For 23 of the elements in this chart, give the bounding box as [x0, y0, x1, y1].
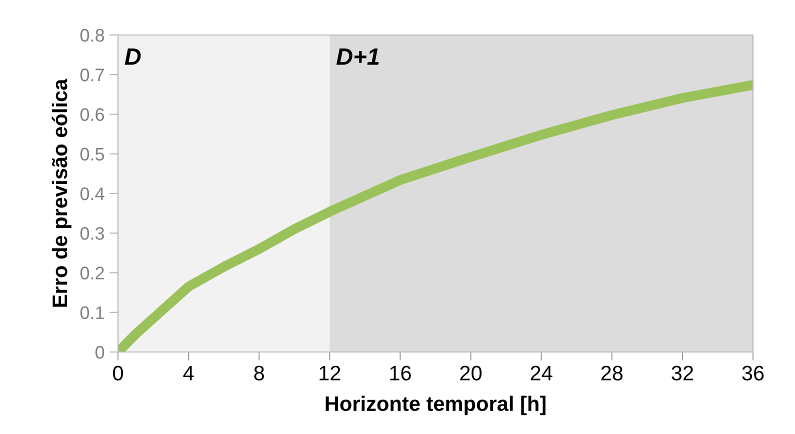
x-tick-label: 28 [601, 366, 623, 380]
y-tick-label: 0 [95, 346, 104, 359]
y-tick-label: 0.8 [80, 28, 104, 42]
x-tick-label: 0 [113, 366, 123, 380]
y-tick-label: 0.2 [80, 266, 104, 280]
y-axis-title: Erro de previsão eólica [52, 78, 72, 307]
y-tick-label: 0.3 [80, 227, 104, 240]
x-tick-label: 16 [390, 366, 411, 380]
x-tick-label: 36 [742, 366, 764, 380]
x-tick-label: 4 [183, 366, 194, 380]
x-tick-label: 20 [460, 366, 482, 380]
y-tick-label: 0.1 [80, 306, 104, 320]
x-tick-label: 32 [672, 366, 693, 380]
y-tick-label: 0.5 [80, 148, 104, 161]
x-axis-title: Horizonte temporal [h] [326, 396, 546, 416]
x-tick-label: 8 [254, 366, 264, 380]
band-label: D+1 [336, 48, 379, 65]
band-label: D [124, 48, 141, 65]
y-tick-label: 0.6 [80, 108, 104, 121]
y-tick-label: 0.7 [80, 68, 104, 82]
x-tick-label: 24 [530, 366, 552, 380]
y-tick-label: 0.4 [80, 187, 104, 200]
x-tick-label: 12 [320, 366, 340, 380]
